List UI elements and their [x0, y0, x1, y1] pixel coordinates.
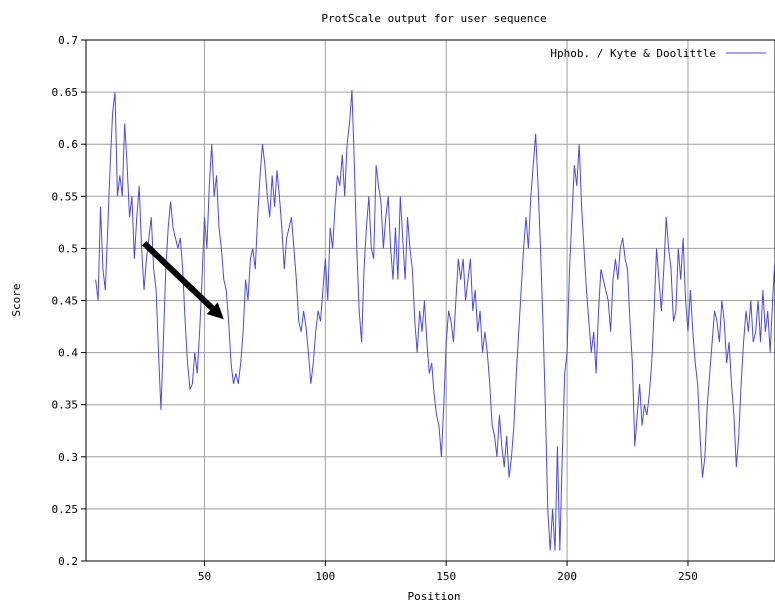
series-group — [95, 89, 775, 551]
x-axis-ticks: 50 100 150 200 250 — [198, 561, 698, 583]
chart-title: ProtScale output for user sequence — [321, 12, 546, 25]
legend-series-label: Hphob. / Kyte & Doolittle — [550, 47, 716, 60]
y-tick-label: 0.2 — [58, 555, 78, 568]
y-axis-label: Score — [10, 283, 23, 316]
x-tick-label: 150 — [436, 570, 456, 583]
y-tick-label: 0.4 — [58, 347, 78, 360]
grid-lines — [86, 40, 775, 561]
x-tick-label: 200 — [557, 570, 577, 583]
y-tick-label: 0.3 — [58, 451, 78, 464]
annotation-arrow-head — [206, 302, 224, 320]
y-tick-label: 0.6 — [58, 138, 78, 151]
series-line-hydrophobicity — [95, 89, 775, 551]
annotation-arrow-shaft — [141, 241, 215, 311]
x-tick-label: 250 — [678, 570, 698, 583]
y-axis-ticks: 0.2 0.25 0.3 0.35 0.4 0.45 0.5 0.55 0.6 0.65 0.7 — [52, 34, 86, 568]
y-tick-label: 0.25 — [52, 503, 79, 516]
annotation-arrow-group — [141, 241, 224, 320]
x-tick-label: 50 — [198, 570, 211, 583]
y-tick-label: 0.7 — [58, 34, 78, 47]
y-tick-label: 0.65 — [52, 86, 79, 99]
y-tick-label: 0.45 — [52, 295, 79, 308]
y-tick-label: 0.55 — [52, 190, 79, 203]
legend: Hphob. / Kyte & Doolittle — [550, 47, 766, 60]
x-axis-label: Position — [408, 590, 461, 603]
y-tick-label: 0.35 — [52, 399, 79, 412]
x-tick-label: 100 — [315, 570, 335, 583]
y-tick-label: 0.5 — [58, 242, 78, 255]
